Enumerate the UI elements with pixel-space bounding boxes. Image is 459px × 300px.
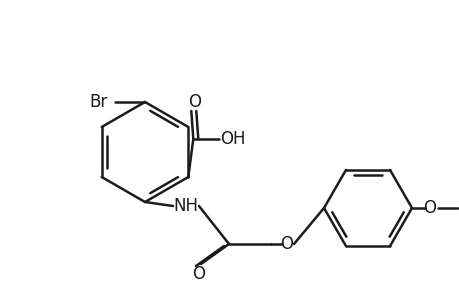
Text: Br: Br — [90, 93, 108, 111]
Text: O: O — [423, 199, 436, 217]
Text: O: O — [280, 235, 293, 253]
Text: O: O — [192, 265, 205, 283]
Text: OH: OH — [220, 130, 246, 148]
Text: NH: NH — [173, 197, 198, 215]
Text: O: O — [187, 93, 201, 111]
